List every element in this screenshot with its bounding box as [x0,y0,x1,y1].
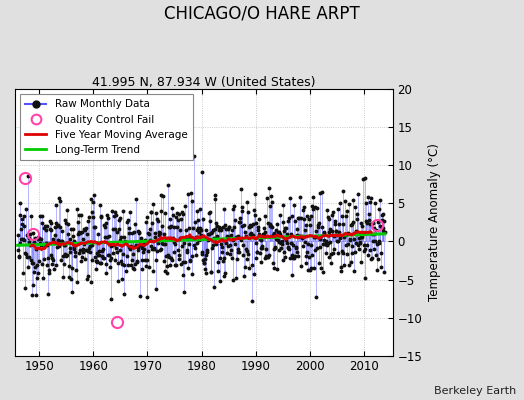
Y-axis label: Temperature Anomaly (°C): Temperature Anomaly (°C) [428,144,441,301]
Legend: Raw Monthly Data, Quality Control Fail, Five Year Moving Average, Long-Term Tren: Raw Monthly Data, Quality Control Fail, … [20,94,192,160]
Text: CHICAGO/O HARE ARPT: CHICAGO/O HARE ARPT [164,4,360,22]
Text: Berkeley Earth: Berkeley Earth [434,386,516,396]
Title: 41.995 N, 87.934 W (United States): 41.995 N, 87.934 W (United States) [92,76,316,89]
